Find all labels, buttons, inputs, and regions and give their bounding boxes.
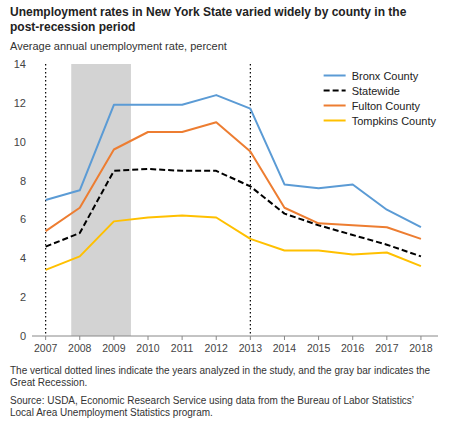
note-line: Local Area Unemployment Statistics progr…: [10, 407, 213, 418]
x-tick: [284, 336, 285, 340]
series-line: [46, 122, 421, 239]
x-tick-label: 2015: [307, 342, 331, 354]
legend-label: Tompkins County: [352, 115, 437, 127]
chart: Unemployment rates in New York State var…: [0, 0, 450, 422]
notes: The vertical dotted lines indicate the y…: [10, 365, 431, 418]
x-tick: [113, 336, 114, 340]
note-line: Great Recession.: [10, 377, 87, 388]
series-line: [46, 169, 421, 256]
x-tick-label: 2014: [273, 342, 297, 354]
x-tick: [420, 336, 421, 340]
note: The vertical dotted lines indicate the y…: [10, 365, 431, 388]
plot-area: [46, 64, 421, 336]
x-tick: [318, 336, 319, 340]
y-axis-label: Average annual unemployment rate, percen…: [10, 40, 227, 52]
x-tick: [216, 336, 217, 340]
x-tick: [352, 336, 353, 340]
x-tick: [79, 336, 80, 340]
legend-label: Statewide: [352, 85, 400, 97]
y-tick-label: 0: [20, 330, 26, 342]
legend-swatch: [324, 90, 346, 92]
x-tick-label: 2007: [34, 342, 58, 354]
title-line: Unemployment rates in New York State var…: [10, 5, 407, 19]
x-tick-label: 2011: [171, 342, 194, 354]
x-tick-label: 2009: [102, 342, 126, 354]
x-axis-line: [32, 336, 438, 337]
x-tick: [250, 336, 251, 340]
y-tick-label: 8: [20, 175, 26, 187]
x-tick-label: 2016: [341, 342, 365, 354]
legend-swatch: [324, 75, 346, 77]
legend-label: Fulton County: [352, 100, 421, 112]
y-tick-label: 10: [14, 136, 26, 148]
x-tick: [386, 336, 387, 340]
title-line: post-recession period: [10, 20, 135, 34]
x-tick-label: 2013: [239, 342, 263, 354]
y-tick-label: 4: [20, 252, 26, 264]
y-tick-label: 6: [20, 213, 26, 225]
legend-swatch: [324, 105, 346, 107]
legend-swatch: [324, 120, 346, 122]
y-tick-label: 12: [14, 97, 26, 109]
note: Source: USDA, Economic Research Service …: [10, 395, 414, 418]
series-line: [46, 216, 421, 270]
title: Unemployment rates in New York State var…: [10, 5, 407, 34]
x-tick-label: 2018: [409, 342, 433, 354]
legend: Bronx County Statewide Fulton County Tompki…: [324, 70, 437, 127]
x-tick: [148, 336, 149, 340]
y-tick-label: 14: [14, 58, 26, 70]
legend-label: Bronx County: [352, 70, 419, 82]
y-tick-label: 2: [20, 291, 26, 303]
note-line: Source: USDA, Economic Research Service …: [10, 395, 414, 406]
x-tick-label: 2008: [68, 342, 92, 354]
vertical-line: [250, 64, 251, 336]
x-tick-label: 2012: [205, 342, 229, 354]
x-tick-label: 2010: [136, 342, 160, 354]
note-line: The vertical dotted lines indicate the y…: [10, 365, 431, 376]
x-tick-label: 2017: [375, 342, 399, 354]
x-tick: [45, 336, 46, 340]
x-tick: [182, 336, 183, 340]
